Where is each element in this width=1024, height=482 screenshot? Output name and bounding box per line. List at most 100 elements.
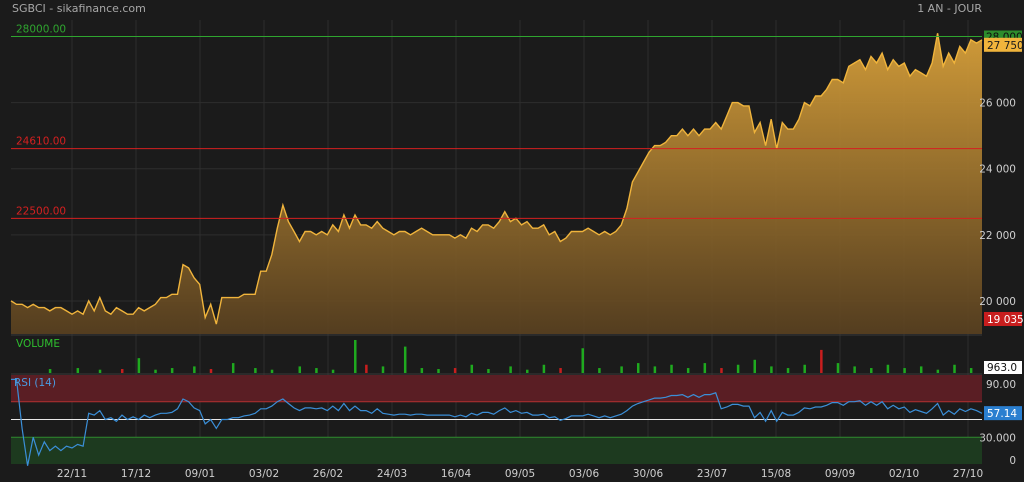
- chart-title: SGBCI - sikafinance.com: [12, 2, 146, 15]
- axes: 22/11 17/12 09/01 03/02 26/02 24/03 16/04 09/05…: [57, 30, 1024, 480]
- volume-bar: [803, 364, 806, 373]
- volume-bar: [581, 348, 585, 373]
- rsi-panel: RSI (14): [11, 375, 983, 466]
- x-tick-label: 23/07: [697, 468, 727, 480]
- volume-bar: [670, 364, 673, 373]
- volume-bar: [953, 364, 956, 373]
- rsi-last-label: 57.14: [987, 408, 1017, 420]
- volume-tag: [984, 361, 1022, 374]
- volume-bar: [437, 369, 440, 373]
- x-tick-label: 03/06: [569, 468, 600, 480]
- volume-bar: [453, 368, 457, 373]
- price-line: [10, 33, 983, 325]
- volume-bar: [193, 366, 196, 373]
- volume-bar: [98, 369, 102, 373]
- x-tick-label: 17/12: [121, 468, 151, 480]
- volume-bar: [703, 363, 707, 373]
- volume-bar: [903, 368, 906, 373]
- min-price-label: 19 035: [987, 314, 1024, 326]
- x-tick-label: 03/02: [249, 468, 279, 480]
- volume-bar: [120, 369, 124, 373]
- volume-bar: [559, 368, 562, 373]
- rsi-tick-label: 90.00: [986, 379, 1016, 391]
- volume-bar: [270, 369, 274, 373]
- rsi-last-tag: [984, 406, 1022, 421]
- x-tick-label: 24/03: [377, 468, 407, 480]
- rsi-line: [11, 378, 983, 466]
- rsi-tick-label: 30.000: [979, 432, 1016, 444]
- x-tick-label: 09/09: [825, 468, 855, 480]
- x-tick-label: 26/02: [313, 468, 343, 480]
- last-price-tag: [984, 37, 1022, 52]
- x-tick-label: 16/04: [441, 468, 472, 480]
- volume-bar: [770, 366, 773, 373]
- y-tick-label: 26 000: [979, 98, 1016, 110]
- volume-bar: [620, 366, 623, 373]
- volume-bar: [598, 368, 601, 373]
- price-level-label: 22500.00: [16, 205, 66, 217]
- volume-bar: [936, 369, 940, 373]
- volume-bar: [542, 364, 546, 373]
- volume-bar: [509, 366, 512, 373]
- volume-bar: [254, 368, 257, 373]
- volume-tag-label: 963.0: [987, 362, 1017, 374]
- last-price-label: 27 750: [987, 40, 1024, 52]
- x-tick-label: 30/06: [633, 468, 664, 480]
- price-level-label: 28000.00: [16, 24, 66, 36]
- rsi-overbought-band: [11, 375, 982, 402]
- volume-bar: [919, 366, 923, 373]
- volume-bar: [853, 366, 856, 373]
- volume-bar: [420, 368, 424, 373]
- rsi-title: RSI (14): [14, 377, 56, 389]
- volume-bar: [636, 363, 640, 373]
- volume-title: VOLUME: [16, 338, 60, 350]
- volume-bar: [331, 369, 335, 373]
- volume-bar: [836, 363, 840, 373]
- x-tick-label: 02/10: [889, 468, 919, 480]
- price-area: [11, 33, 982, 334]
- volume-bar: [870, 368, 873, 373]
- volume-bar: [354, 340, 357, 373]
- y-tick-label: 20 000: [979, 296, 1016, 308]
- volume-bar: [231, 363, 235, 373]
- volume-bar: [753, 359, 757, 373]
- price-panel: 28000.00 24610.00 22500.00: [10, 24, 983, 334]
- period-label: 1 AN - JOUR: [917, 2, 982, 15]
- x-tick-label: 09/05: [505, 468, 535, 480]
- volume-bar: [403, 346, 407, 373]
- volume-bar: [48, 369, 52, 373]
- volume-bar: [969, 368, 973, 373]
- volume-panel: VOLUME: [16, 338, 1006, 373]
- x-tick-label: 27/10: [953, 468, 983, 480]
- volume-bar: [154, 369, 157, 373]
- volume-bar: [209, 369, 213, 373]
- x-tick-label: 15/08: [761, 468, 791, 480]
- volume-bar: [298, 366, 302, 373]
- x-tick-label: 09/01: [185, 468, 215, 480]
- y-tick-label: 22 000: [979, 230, 1016, 242]
- volume-bar: [76, 368, 80, 373]
- volume-bar: [653, 366, 657, 373]
- rsi-tick-label: 0: [1009, 455, 1016, 467]
- volume-bar: [137, 358, 141, 373]
- volume-bar: [170, 368, 174, 373]
- y-tick-label: 24 000: [979, 164, 1016, 176]
- min-price-tag: [984, 312, 1022, 326]
- x-tick-label: 22/11: [57, 468, 87, 480]
- volume-bar: [487, 369, 490, 373]
- volume-bar: [365, 364, 368, 373]
- volume-bar: [720, 368, 723, 373]
- volume-bar: [470, 364, 474, 373]
- volume-bar: [820, 349, 823, 373]
- level-tag: [984, 30, 1022, 43]
- volume-bar: [886, 364, 890, 373]
- rsi-oversold-band: [11, 437, 982, 464]
- volume-bar: [736, 364, 740, 373]
- volume-bar: [381, 366, 385, 373]
- price-level-label: 24610.00: [16, 136, 66, 148]
- volume-bar: [686, 368, 690, 373]
- volume-bar: [315, 368, 318, 373]
- volume-bar: [526, 369, 529, 373]
